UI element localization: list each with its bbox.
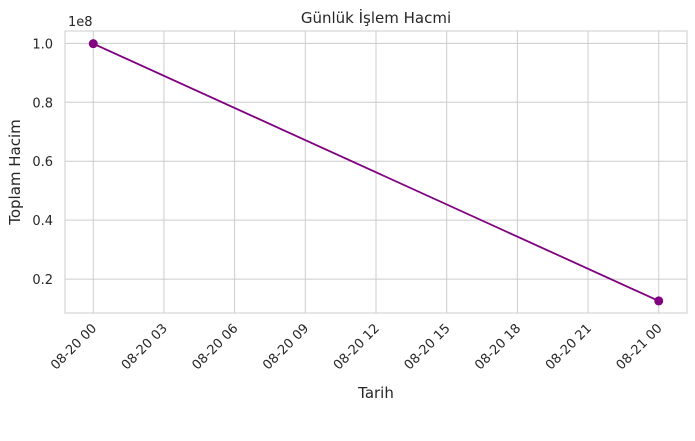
y-tick-label: 0.8 [32, 96, 53, 111]
y-tick-label: 0.2 [32, 273, 53, 288]
ticks: 08-20 00 08-20 03 08-20 06 08-20 09 08-20 12… [32, 37, 665, 373]
data-point [88, 39, 98, 49]
series [88, 39, 664, 306]
x-tick-label: 08-20 06 [190, 321, 242, 373]
y-tick-label: 0.4 [32, 214, 53, 229]
y-tick-label: 0.6 [32, 155, 53, 170]
x-tick-label: 08-20 00 [48, 321, 100, 373]
series-line [92, 42, 660, 302]
x-tick-label: 08-20 18 [472, 321, 524, 373]
x-axis-label: Tarih [357, 384, 394, 402]
x-tick-label: 08-20 21 [543, 321, 595, 373]
chart-title: Günlük İşlem Hacmi [301, 8, 451, 27]
y-axis-label: Toplam Hacim [6, 119, 24, 226]
data-point [654, 296, 664, 306]
x-tick-label: 08-20 15 [402, 321, 454, 373]
x-tick-label: 08-20 03 [119, 321, 171, 373]
y-tick-label: 1.0 [32, 37, 53, 52]
x-tick-label: 08-20 09 [260, 321, 312, 373]
y-axis-offset-label: 1e8 [68, 15, 93, 30]
axes-frame [64, 30, 688, 314]
grid [65, 31, 687, 313]
x-tick-label: 08-21 00 [614, 321, 666, 373]
x-tick-label: 08-20 12 [331, 321, 383, 373]
